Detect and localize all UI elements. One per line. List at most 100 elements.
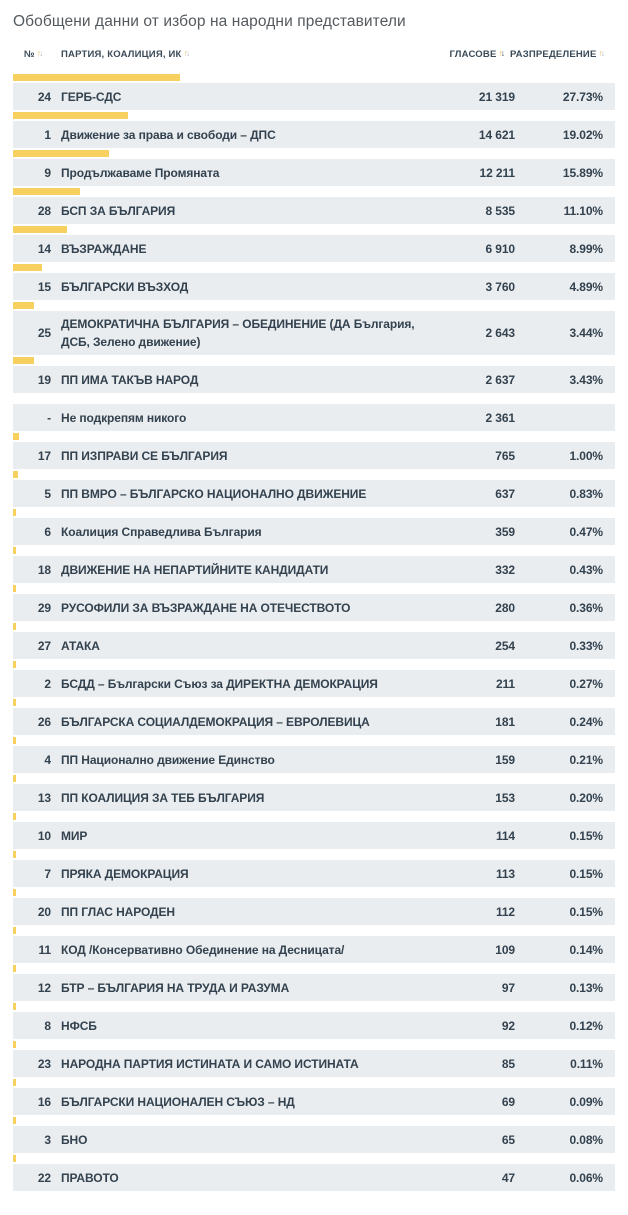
votes-count: 2 361: [485, 410, 515, 425]
table-row: 5 ПП ВМРО – БЪЛГАРСКО НАЦИОНАЛНО ДВИЖЕНИ…: [13, 471, 615, 507]
votes-count: 113: [495, 866, 515, 881]
party-name: ПП ВМРО – БЪЛГАРСКО НАЦИОНАЛНО ДВИЖЕНИЕ: [61, 486, 367, 501]
vote-percentage: 0.83%: [569, 486, 603, 501]
party-number: 5: [44, 486, 51, 501]
votes-count: 12 211: [479, 165, 516, 180]
vote-share-bar-track: [13, 188, 615, 195]
party-result-row: 5 ПП ВМРО – БЪЛГАРСКО НАЦИОНАЛНО ДВИЖЕНИ…: [13, 480, 615, 507]
votes-count: 637: [495, 486, 515, 501]
table-row: 6 Коалиция Справедлива България 359 0.47…: [13, 509, 615, 545]
vote-percentage: 0.21%: [569, 752, 603, 767]
party-result-row: 27 АТАКА 254 0.33%: [13, 632, 615, 659]
vote-share-bar: [13, 1003, 16, 1010]
vote-share-bar: [13, 813, 16, 820]
party-name: ПП Национално движение Единство: [61, 752, 275, 767]
party-number: 7: [44, 866, 51, 881]
party-result-row: 8 НФСБ 92 0.12%: [13, 1012, 615, 1039]
party-name: ДЕМОКРАТИЧНА БЪЛГАРИЯ – ОБЕДИНЕНИЕ (ДА Б…: [61, 317, 415, 349]
vote-share-bar-track: [13, 1155, 615, 1162]
party-result-row: 28 БСП ЗА БЪЛГАРИЯ 8 535 11.10%: [13, 197, 615, 224]
table-row: 13 ПП КОАЛИЦИЯ ЗА ТЕБ БЪЛГАРИЯ 153 0.20%: [13, 775, 615, 811]
vote-share-bar-track: [13, 433, 615, 440]
party-result-row: 12 БТР – БЪЛГАРИЯ НА ТРУДА И РАЗУМА 97 0…: [13, 974, 615, 1001]
vote-percentage: 0.33%: [569, 638, 603, 653]
vote-percentage: 27.73%: [562, 89, 603, 104]
party-name: НФСБ: [61, 1018, 97, 1033]
votes-count: 97: [501, 980, 515, 995]
vote-share-bar-track: [13, 1117, 615, 1124]
party-result-row: 1 Движение за права и свободи – ДПС 14 6…: [13, 121, 615, 148]
vote-share-bar-track: [13, 226, 615, 233]
column-header-distribution[interactable]: РАЗПРЕДЕЛЕНИЕ ↑↓: [503, 48, 606, 60]
sort-icon-votes[interactable]: ↑↓: [499, 48, 506, 58]
vote-share-bar-track: [13, 623, 615, 630]
party-result-row: 14 ВЪЗРАЖДАНЕ 6 910 8.99%: [13, 235, 615, 262]
vote-percentage: 0.14%: [569, 942, 603, 957]
party-result-row: 9 Продължаваме Промяната 12 211 15.89%: [13, 159, 615, 186]
vote-percentage: 0.15%: [569, 866, 603, 881]
vote-share-bar-track: [13, 150, 615, 157]
party-number: -: [47, 410, 51, 425]
vote-share-bar-track: [13, 699, 615, 706]
vote-share-bar-track: [13, 471, 615, 478]
vote-share-bar: [13, 775, 16, 782]
vote-percentage: 1.00%: [569, 448, 603, 463]
column-header-votes[interactable]: ГЛАСОВЕ ↑↓: [443, 48, 506, 60]
table-row: 1 Движение за права и свободи – ДПС 14 6…: [13, 112, 615, 148]
table-row: 14 ВЪЗРАЖДАНЕ 6 910 8.99%: [13, 226, 615, 262]
party-name: БСП ЗА БЪЛГАРИЯ: [61, 203, 176, 218]
votes-count: 765: [495, 448, 515, 463]
party-name: ВЪЗРАЖДАНЕ: [61, 241, 147, 256]
sort-icon-distribution[interactable]: ↑↓: [599, 48, 606, 58]
votes-count: 254: [495, 638, 515, 653]
column-header-number[interactable]: № ↑↓: [24, 48, 51, 60]
vote-percentage: 0.20%: [569, 790, 603, 805]
party-number: 14: [37, 241, 51, 256]
results-table-body: 24 ГЕРБ-СДС 21 319 27.73% 1 Движение за …: [13, 74, 615, 1191]
sort-icon-party[interactable]: ↑↓: [184, 48, 191, 58]
table-row: 28 БСП ЗА БЪЛГАРИЯ 8 535 11.10%: [13, 188, 615, 224]
table-row: 26 БЪЛГАРСКА СОЦИАЛДЕМОКРАЦИЯ – ЕВРОЛЕВИ…: [13, 699, 615, 735]
party-number: 4: [44, 752, 51, 767]
table-row: 16 БЪЛГАРСКИ НАЦИОНАЛЕН СЪЮЗ – НД 69 0.0…: [13, 1079, 615, 1115]
table-row: 29 РУСОФИЛИ ЗА ВЪЗРАЖДАНЕ НА ОТЕЧЕСТВОТО…: [13, 585, 615, 621]
party-number: 10: [37, 828, 51, 843]
column-header-party[interactable]: ПАРТИЯ, КОАЛИЦИЯ, ИК ↑↓: [51, 48, 443, 60]
vote-share-bar-track: [13, 1003, 615, 1010]
table-row: 23 НАРОДНА ПАРТИЯ ИСТИНАТА И САМО ИСТИНА…: [13, 1041, 615, 1077]
vote-share-bar: [13, 547, 16, 554]
table-row: 20 ПП ГЛАС НАРОДЕН 112 0.15%: [13, 889, 615, 925]
vote-share-bar: [13, 74, 180, 81]
table-row: 25 ДЕМОКРАТИЧНА БЪЛГАРИЯ – ОБЕДИНЕНИЕ (Д…: [13, 302, 615, 355]
table-header: № ↑↓ ПАРТИЯ, КОАЛИЦИЯ, ИК ↑↓ ГЛАСОВЕ ↑↓ РАЗ…: [13, 48, 615, 60]
vote-percentage: 3.44%: [569, 326, 603, 340]
party-name: НАРОДНА ПАРТИЯ ИСТИНАТА И САМО ИСТИНАТА: [61, 1056, 359, 1071]
vote-share-bar-track: [13, 547, 615, 554]
table-row: 27 АТАКА 254 0.33%: [13, 623, 615, 659]
vote-percentage: 4.89%: [569, 279, 603, 294]
votes-count: 181: [495, 714, 515, 729]
party-result-row: 18 ДВИЖЕНИЕ НА НЕПАРТИЙНИТЕ КАНДИДАТИ 33…: [13, 556, 615, 583]
party-name: БНО: [61, 1132, 88, 1147]
vote-share-bar: [13, 188, 80, 195]
party-result-row: 4 ПП Национално движение Единство 159 0.…: [13, 746, 615, 773]
vote-share-bar-track: [13, 965, 615, 972]
party-number: 28: [37, 203, 51, 218]
party-name: Коалиция Справедлива България: [61, 524, 262, 539]
party-result-row: 11 КОД /Консервативно Обединение на Десн…: [13, 936, 615, 963]
column-header-number-label: №: [24, 49, 35, 60]
column-header-votes-label: ГЛАСОВЕ: [449, 49, 497, 60]
sort-down-arrow-icon: ↓: [600, 48, 606, 58]
party-result-row: 23 НАРОДНА ПАРТИЯ ИСТИНАТА И САМО ИСТИНА…: [13, 1050, 615, 1077]
party-result-row: 3 БНО 65 0.08%: [13, 1126, 615, 1153]
vote-percentage: 8.99%: [569, 241, 603, 256]
vote-share-bar: [13, 737, 16, 744]
party-name: ГЕРБ-СДС: [61, 89, 122, 104]
sort-down-arrow-icon: ↓: [39, 48, 44, 58]
party-name: РУСОФИЛИ ЗА ВЪЗРАЖДАНЕ НА ОТЕЧЕСТВОТО: [61, 600, 351, 615]
party-name: АТАКА: [61, 638, 100, 653]
vote-percentage: 0.13%: [569, 980, 603, 995]
sort-icon-number[interactable]: ↑↓: [37, 48, 44, 58]
vote-share-bar-track: [13, 813, 615, 820]
